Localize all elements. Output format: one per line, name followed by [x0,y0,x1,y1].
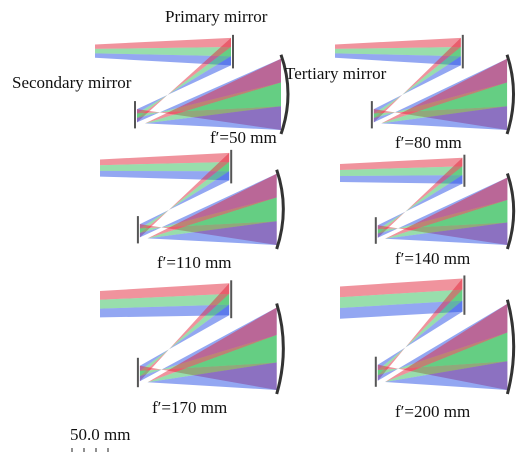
tertiary-mirror [507,300,513,394]
focal-length-label: f′=110 mm [157,253,232,272]
tertiary-mirror-label: Tertiary mirror [285,64,387,83]
scale-bar [72,448,108,452]
secondary-mirror-label: Secondary mirror [12,73,132,92]
focal-length-label: f′=140 mm [395,249,470,268]
tertiary-mirror [507,174,513,250]
primary-mirror-label: Primary mirror [165,7,268,26]
ray-traces [95,35,514,394]
focal-length-label: f′=50 mm [210,128,277,147]
tertiary-mirror [277,170,284,249]
tertiary-mirror [507,55,513,134]
focal-length-label: f′=80 mm [395,133,462,152]
focal-length-label: f′=200 mm [395,402,470,421]
scale-bar-label: 50.0 mm [70,425,130,444]
tertiary-mirror [277,304,284,395]
focal-length-label: f′=170 mm [152,398,227,417]
ray-bundle [95,38,231,49]
ray-bundle [335,38,461,49]
figure: Primary mirror Secondary mirror Tertiary… [0,0,522,452]
